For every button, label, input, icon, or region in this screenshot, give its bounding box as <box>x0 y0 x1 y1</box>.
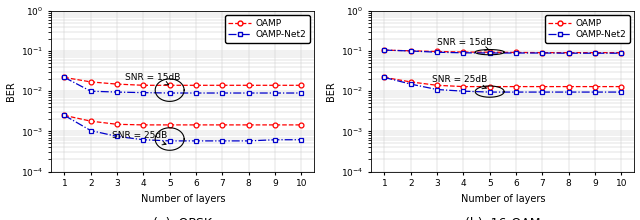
Y-axis label: BER: BER <box>6 81 15 101</box>
Text: SNR = 25dB: SNR = 25dB <box>432 75 487 89</box>
Text: SNR = 15dB: SNR = 15dB <box>437 38 492 50</box>
Text: SNR = 15dB: SNR = 15dB <box>125 73 180 85</box>
X-axis label: Number of layers: Number of layers <box>461 194 545 204</box>
X-axis label: Number of layers: Number of layers <box>141 194 225 204</box>
Y-axis label: BER: BER <box>326 81 335 101</box>
Legend: OAMP, OAMP-Net2: OAMP, OAMP-Net2 <box>225 15 310 43</box>
Text: (b)  16-QAM: (b) 16-QAM <box>465 217 541 220</box>
Text: SNR = 25dB: SNR = 25dB <box>112 131 167 145</box>
Text: (a)  QPSK: (a) QPSK <box>154 217 212 220</box>
Legend: OAMP, OAMP-Net2: OAMP, OAMP-Net2 <box>545 15 630 43</box>
